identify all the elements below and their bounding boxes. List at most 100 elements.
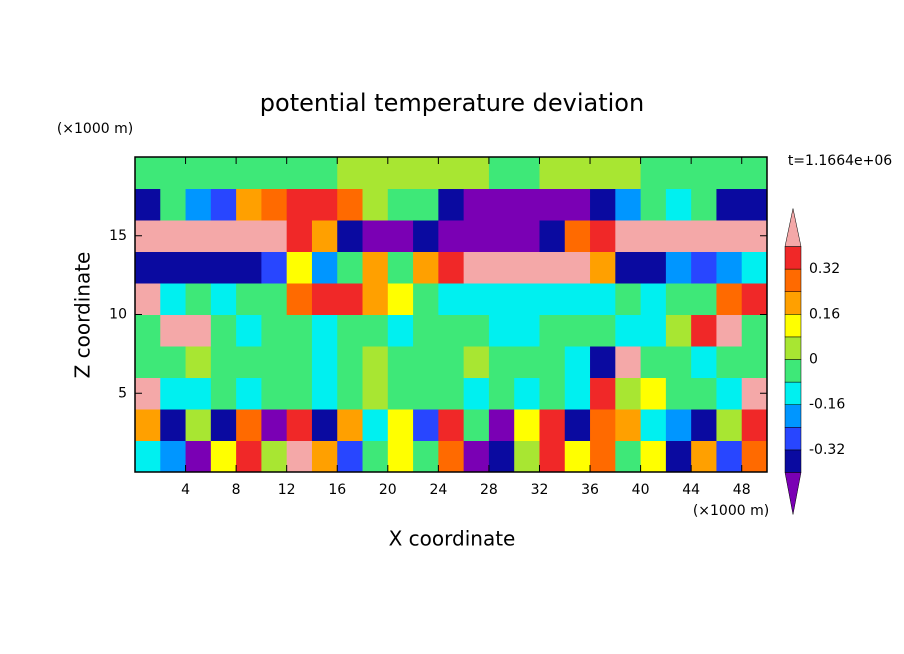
field-cell bbox=[539, 220, 566, 252]
field-cell bbox=[665, 346, 692, 378]
field-cell bbox=[665, 440, 692, 473]
field-cell bbox=[135, 440, 161, 473]
field-cell bbox=[691, 409, 717, 441]
field-cell bbox=[463, 314, 490, 347]
field-cell bbox=[413, 251, 439, 284]
colorbar-box bbox=[784, 246, 802, 270]
field-cell bbox=[413, 440, 439, 473]
colorbar-box bbox=[784, 427, 802, 451]
x-tick-label: 40 bbox=[632, 482, 650, 498]
x-axis-label: X coordinate bbox=[389, 527, 516, 551]
field-cell bbox=[488, 251, 515, 284]
field-cell bbox=[741, 188, 768, 221]
field-cell bbox=[564, 377, 591, 410]
field-cell bbox=[413, 314, 439, 347]
field-cell bbox=[337, 346, 364, 378]
field-cell bbox=[413, 188, 439, 221]
colorbar-tick-label: -0.32 bbox=[809, 442, 845, 458]
field-cell bbox=[615, 346, 642, 378]
field-cell bbox=[337, 188, 364, 221]
y-unit: (×1000 m) bbox=[57, 121, 133, 137]
field-cell bbox=[590, 409, 616, 441]
field-cell bbox=[362, 377, 389, 410]
field-cell bbox=[286, 346, 313, 378]
field-cell bbox=[236, 220, 262, 252]
field-cell bbox=[261, 346, 288, 378]
field-cell bbox=[160, 251, 187, 284]
colorbar-extension bbox=[784, 208, 802, 247]
field-cell bbox=[261, 220, 288, 252]
field-cell bbox=[665, 283, 692, 315]
field-cell bbox=[564, 440, 591, 473]
field-cell bbox=[337, 283, 364, 315]
x-tick-label: 32 bbox=[531, 482, 549, 498]
field-cell bbox=[387, 314, 414, 347]
field-cell bbox=[463, 251, 490, 284]
field-cell bbox=[160, 314, 187, 347]
field-cell bbox=[261, 157, 288, 189]
field-cell bbox=[488, 346, 515, 378]
field-cell bbox=[488, 377, 515, 410]
field-cell bbox=[236, 157, 262, 189]
field-cell bbox=[387, 440, 414, 473]
field-cell bbox=[615, 157, 642, 189]
field-cell bbox=[438, 157, 465, 189]
field-cell bbox=[640, 283, 667, 315]
field-cell bbox=[387, 251, 414, 284]
field-cell bbox=[311, 220, 338, 252]
field-cell bbox=[615, 251, 642, 284]
field-cell bbox=[236, 346, 262, 378]
field-cell bbox=[514, 409, 540, 441]
x-tick-label: 36 bbox=[581, 482, 599, 498]
field-cell bbox=[438, 251, 465, 284]
x-tick-label: 44 bbox=[682, 482, 700, 498]
y-tick-label: 10 bbox=[109, 307, 127, 323]
field-cell bbox=[185, 220, 212, 252]
x-tick-label: 8 bbox=[232, 482, 241, 498]
field-cell bbox=[514, 440, 540, 473]
field-cell bbox=[716, 220, 743, 252]
field-cell bbox=[135, 346, 161, 378]
field-cell bbox=[539, 314, 566, 347]
field-cell bbox=[665, 409, 692, 441]
colorbar-box bbox=[784, 268, 802, 292]
field-cell bbox=[665, 157, 692, 189]
colorbar-extension bbox=[784, 472, 802, 515]
field-cell bbox=[387, 220, 414, 252]
field-cell bbox=[665, 220, 692, 252]
field-cell bbox=[716, 377, 743, 410]
x-tick-label: 28 bbox=[480, 482, 498, 498]
field-cell bbox=[691, 283, 717, 315]
field-cell bbox=[185, 188, 212, 221]
field-cell bbox=[413, 220, 439, 252]
field-cell bbox=[135, 314, 161, 347]
field-cell bbox=[210, 440, 237, 473]
field-cell bbox=[463, 440, 490, 473]
colorbar-box bbox=[784, 336, 802, 360]
field-cell bbox=[413, 346, 439, 378]
field-cell bbox=[665, 251, 692, 284]
field-cell bbox=[210, 220, 237, 252]
field-cell bbox=[236, 440, 262, 473]
field-cell bbox=[413, 409, 439, 441]
field-cell bbox=[564, 283, 591, 315]
x-tick-label: 16 bbox=[328, 482, 346, 498]
field-cell bbox=[438, 283, 465, 315]
field-cell bbox=[514, 283, 540, 315]
field-cell bbox=[539, 188, 566, 221]
colorbar-tick-label: 0 bbox=[809, 352, 818, 368]
field-cell bbox=[236, 409, 262, 441]
field-cell bbox=[185, 314, 212, 347]
x-tick-label: 20 bbox=[379, 482, 397, 498]
field-cell bbox=[311, 157, 338, 189]
field-cell bbox=[362, 188, 389, 221]
field-cell bbox=[463, 283, 490, 315]
x-tick-label: 24 bbox=[429, 482, 447, 498]
colorbar-tick-label: 0.32 bbox=[809, 261, 840, 277]
x-tick-label: 48 bbox=[733, 482, 751, 498]
field-cell bbox=[261, 377, 288, 410]
field-cell bbox=[438, 346, 465, 378]
field-cell bbox=[564, 188, 591, 221]
field-cell bbox=[210, 346, 237, 378]
